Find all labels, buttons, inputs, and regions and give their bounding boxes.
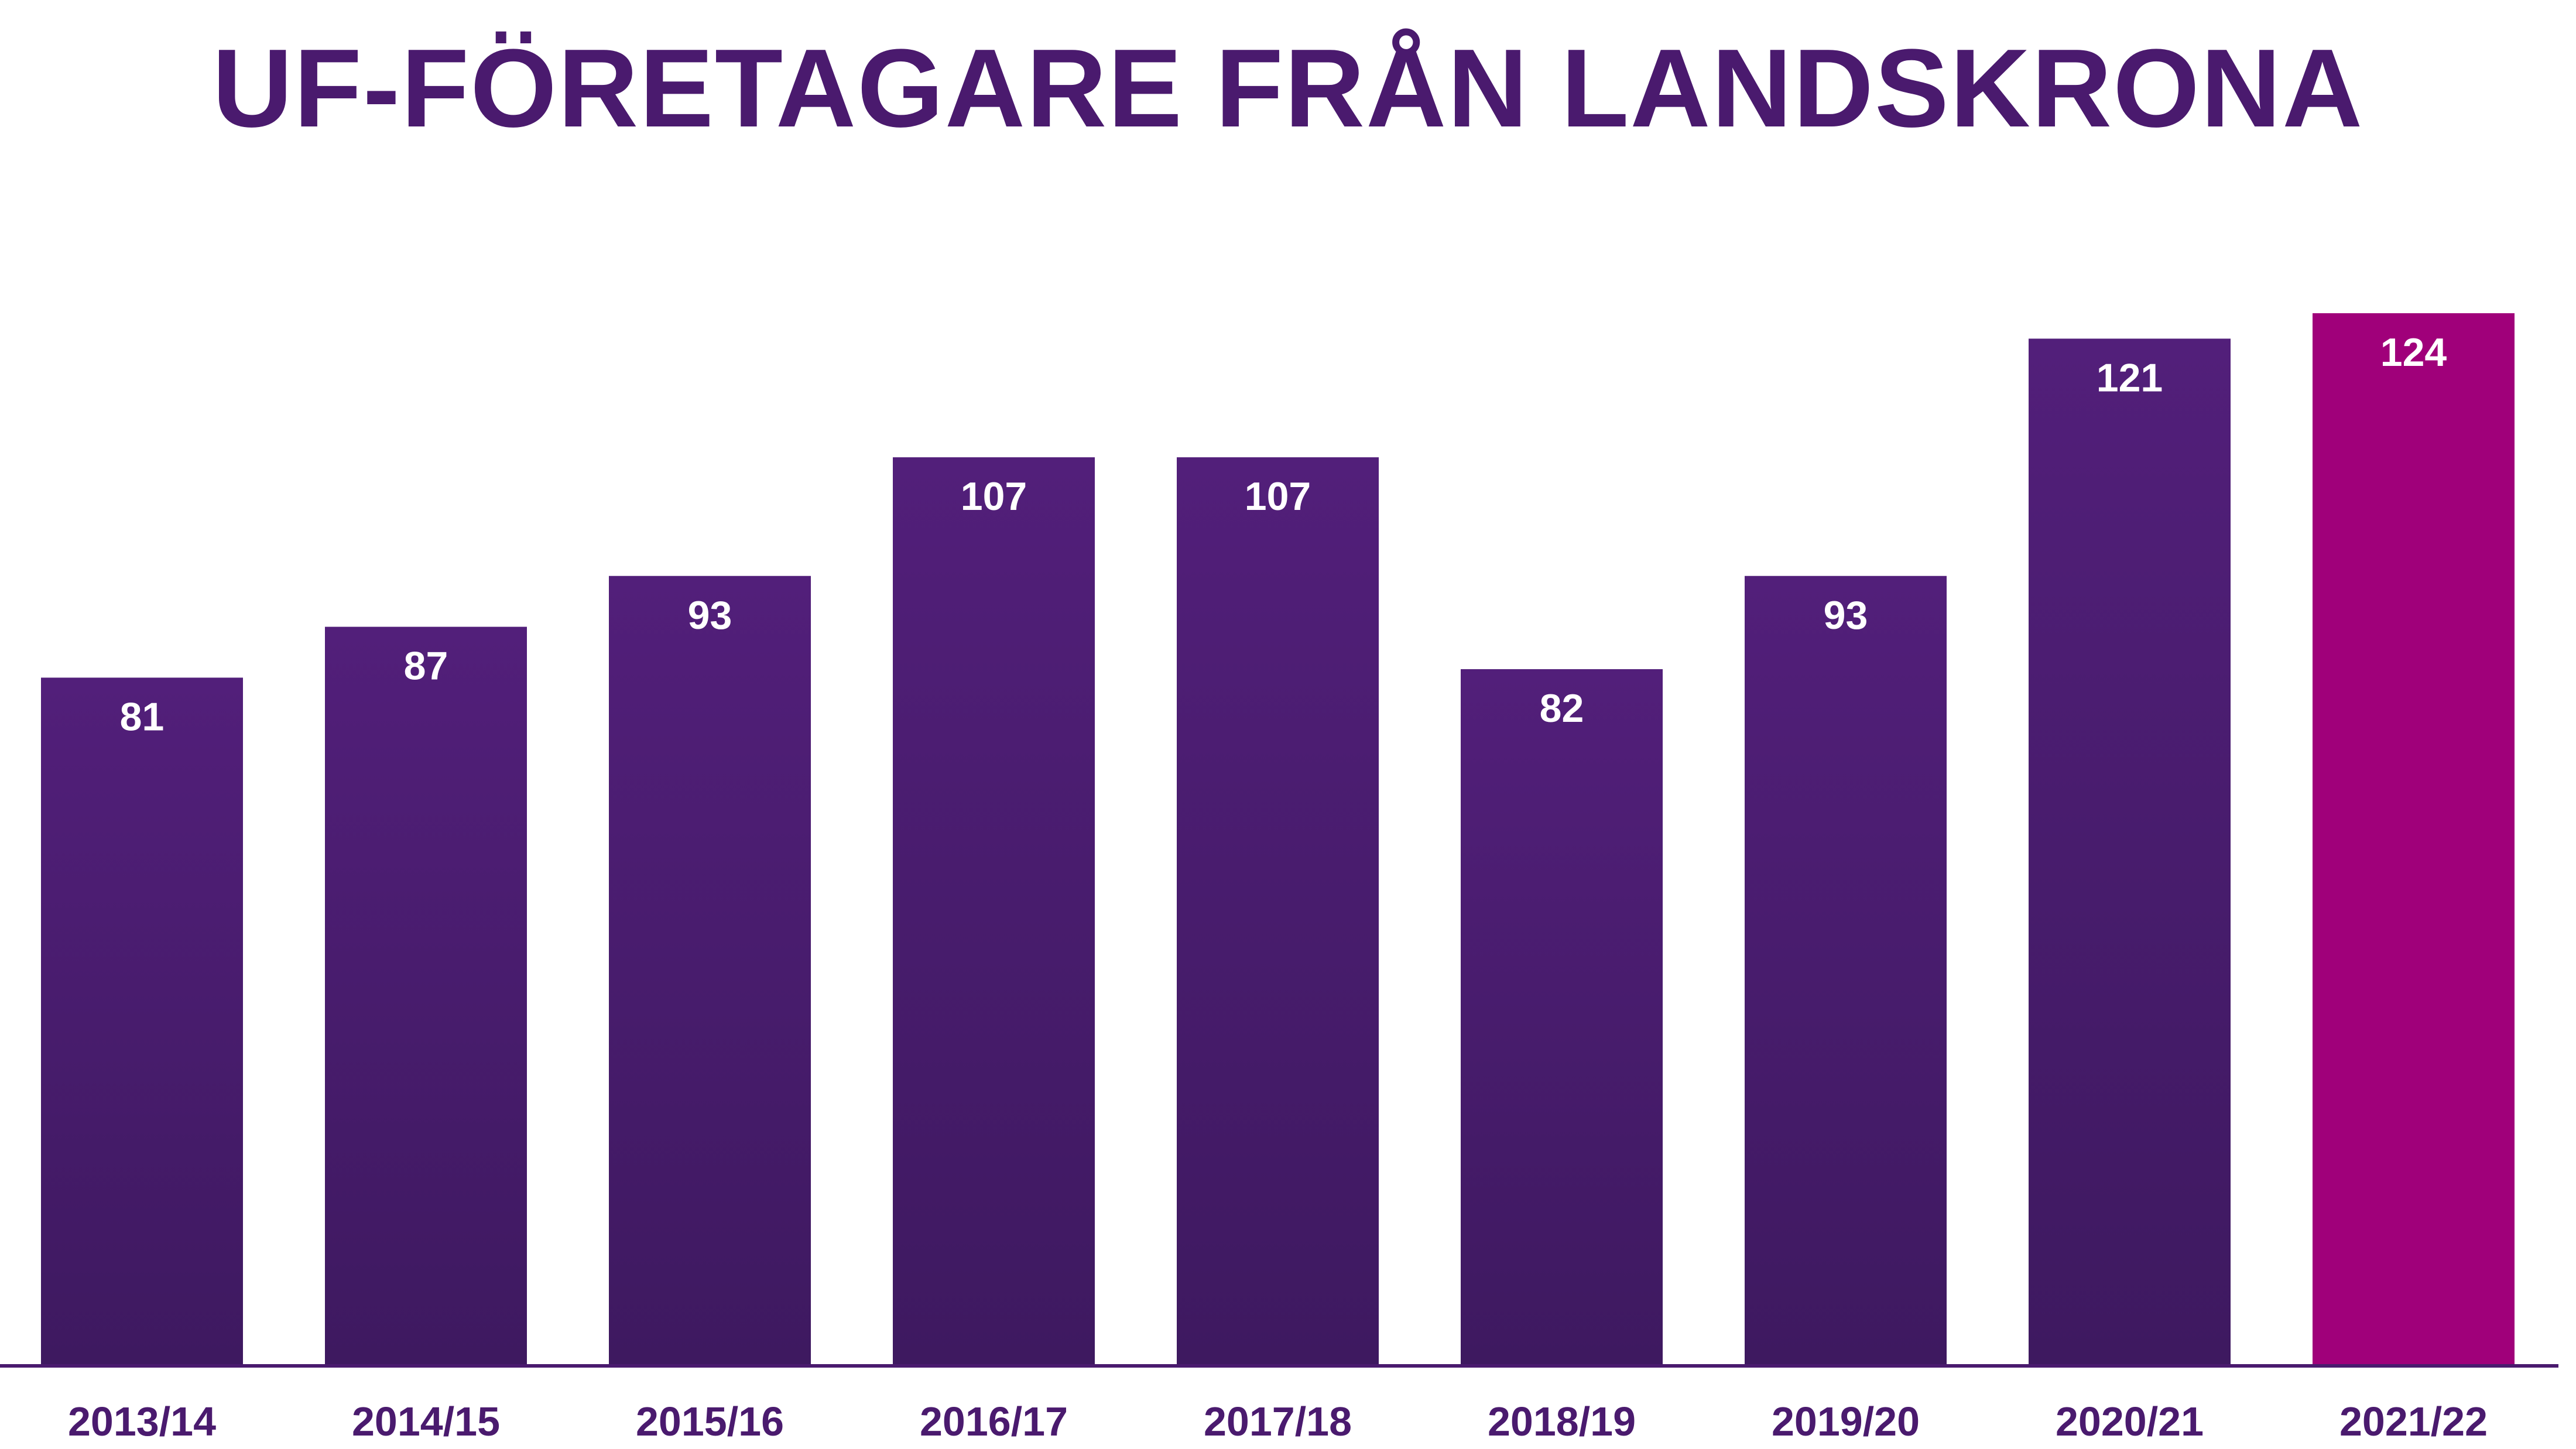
- x-tick-label: 2016/17: [920, 1399, 1068, 1444]
- bar-value-label: 107: [961, 474, 1027, 519]
- bar-2016-17: [893, 457, 1095, 1365]
- bar-2018-19: [1461, 669, 1663, 1364]
- bar-value-label: 107: [1245, 474, 1311, 519]
- x-tick-label: 2020/21: [2056, 1399, 2204, 1444]
- bar-value-label: 93: [688, 593, 732, 638]
- bar-2017-18: [1177, 457, 1379, 1365]
- x-tick-label: 2013/14: [68, 1399, 216, 1444]
- x-tick-labels-layer: 2013/14 2014/15 2015/16 2016/17 2017/18 2018/…: [68, 1399, 2488, 1444]
- chart-title: UF-FÖRETAGARE FRÅN LANDSKRONA: [212, 26, 2364, 150]
- x-tick-label: 2015/16: [636, 1399, 784, 1444]
- x-tick-label: 2018/19: [1488, 1399, 1636, 1444]
- x-tick-label: 2017/18: [1204, 1399, 1352, 1444]
- value-labels-layer: 81 87 93 107 107 82 93 121 124: [120, 330, 2447, 739]
- bar-2021-22: [2313, 313, 2515, 1364]
- bar-value-label: 82: [1540, 686, 1584, 731]
- bar-value-label: 81: [120, 694, 165, 739]
- bar-value-label: 93: [1824, 593, 1868, 638]
- bar-2014-15: [325, 626, 527, 1364]
- bar-2015-16: [609, 576, 811, 1364]
- bar-value-label: 124: [2380, 330, 2447, 375]
- x-tick-label: 2014/15: [352, 1399, 500, 1444]
- bar-value-label: 87: [404, 644, 448, 688]
- x-tick-label: 2021/22: [2339, 1399, 2488, 1444]
- bar-value-label: 121: [2097, 355, 2163, 400]
- bar-2013-14: [41, 677, 243, 1364]
- x-tick-label: 2019/20: [1772, 1399, 1920, 1444]
- bar-2020-21: [2029, 338, 2231, 1364]
- bar-2019-20: [1745, 576, 1947, 1364]
- bars-layer: [41, 313, 2515, 1365]
